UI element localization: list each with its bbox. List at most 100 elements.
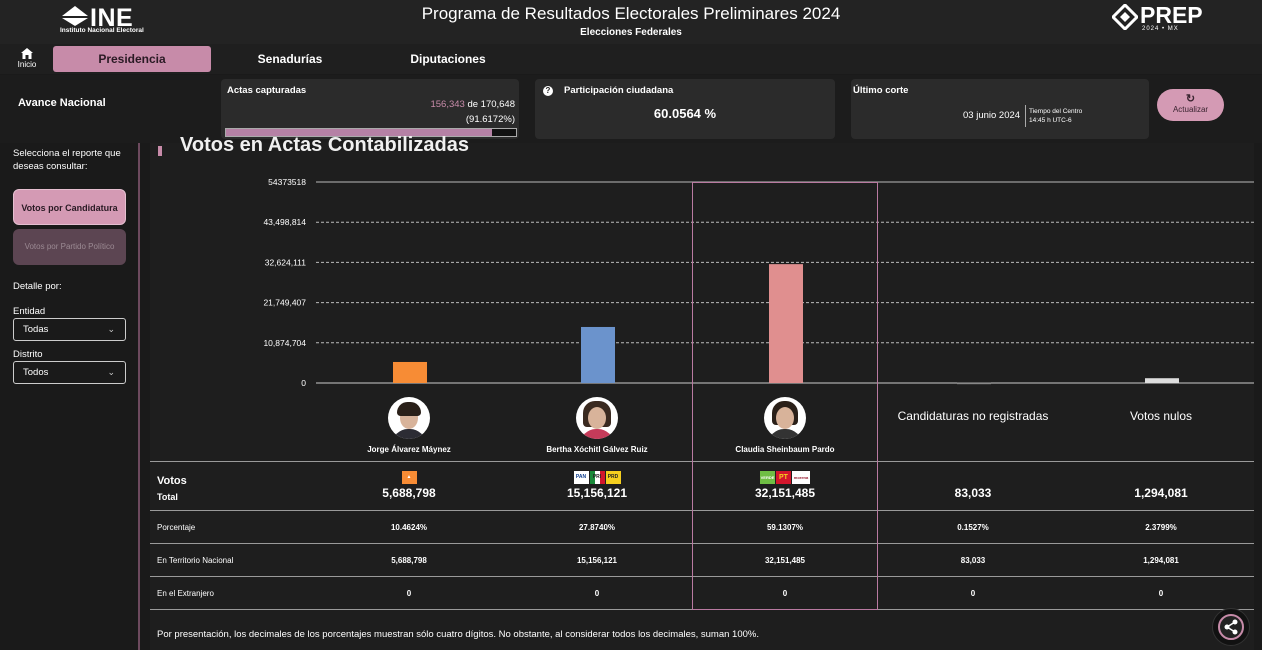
corte-tz-line1: Tiempo del Centro	[1029, 108, 1083, 115]
actas-title: Actas capturadas	[227, 85, 307, 96]
pan-logo-icon: PAN	[573, 471, 589, 484]
territorio-label: En Territorio Nacional	[157, 556, 234, 565]
ultimo-corte-card: Último corte 03 junio 2024 Tiempo del Ce…	[851, 79, 1149, 139]
bar-4[interactable]	[957, 382, 991, 385]
votos-partido-button[interactable]: Votos por Partido Político	[13, 229, 126, 265]
page-title: Programa de Resultados Electorales Preli…	[421, 4, 841, 23]
corte-timezone: Tiempo del Centro 14:45 h UTC-6	[1029, 107, 1082, 125]
home-label: Inicio	[17, 60, 37, 69]
votos-nulos: Votos nulos	[1068, 393, 1254, 423]
share-button[interactable]	[1212, 608, 1250, 646]
avatar	[388, 397, 430, 439]
votes-bar-chart: 0 10,874,704 21,749,407 32,624,111 43,498,81…	[263, 177, 1254, 388]
verde-logo-icon: VERDE	[760, 471, 775, 484]
page-subtitle: Elecciones Federales	[580, 27, 682, 38]
table-divider	[150, 609, 1254, 610]
tab-senadurias[interactable]: Senadurías	[257, 52, 323, 66]
candidate-xochitl[interactable]: Bertha Xóchitl Gálvez Ruiz	[504, 393, 690, 454]
y-tick-label: 43,498,814	[263, 217, 306, 227]
tab-diputaciones[interactable]: Diputaciones	[410, 52, 486, 66]
pct-no-registradas: 0.1527%	[957, 523, 989, 532]
territorio-claudia: 32,151,485	[764, 556, 806, 565]
distrito-label: Distrito	[13, 349, 43, 360]
entidad-label: Entidad	[13, 306, 46, 317]
actas-total: de 170,648	[467, 99, 515, 110]
distrito-value: Todos	[23, 367, 49, 378]
extranjero-claudia: 0	[782, 589, 788, 598]
entidad-select[interactable]: Todas ⌄	[13, 318, 126, 341]
territorio-xochitl: 15,156,121	[576, 556, 618, 565]
table-divider	[150, 461, 1254, 462]
ine-logo[interactable]: INE Instituto Nacional Electoral	[58, 4, 158, 36]
share-icon	[1218, 614, 1244, 640]
candidaturas-no-registradas: Candidaturas no registradas	[880, 393, 1066, 423]
entidad-value: Todas	[23, 324, 49, 335]
morena-logo-icon: morena	[792, 471, 810, 484]
ine-logo-text: INE	[90, 4, 134, 32]
corte-divider	[1025, 105, 1026, 127]
sidebar: Selecciona el reporte que deseas consult…	[0, 143, 140, 650]
prep-logo-text: PREP	[1140, 2, 1203, 28]
extranjero-jorge: 0	[406, 589, 412, 598]
y-tick-label: 21,749,407	[263, 298, 306, 308]
prep-logo-subtext: 2024 • MX	[1142, 26, 1179, 32]
pct-jorge: 10.4624%	[390, 523, 428, 532]
total-no-registradas: 83,033	[954, 486, 992, 500]
section-title: Votos en Actas Contabilizadas	[180, 134, 469, 156]
party-logos-jorge: ▲	[316, 471, 502, 485]
avance-nacional-label: Avance Nacional	[18, 97, 106, 109]
actas-percent: (91.6172%)	[465, 114, 515, 125]
actas-capturadas-card: Actas capturadas 156,343 de 170,648 (91.…	[221, 79, 519, 139]
ine-logo-icon	[62, 6, 88, 26]
total-xochitl: 15,156,121	[566, 486, 628, 500]
party-logos-claudia: VERDE PT morena	[692, 471, 878, 485]
table-divider	[150, 576, 1254, 577]
chevron-down-icon: ⌄	[107, 367, 115, 377]
y-tick-label: 0	[301, 378, 306, 388]
extranjero-xochitl: 0	[594, 589, 600, 598]
pct-nulos: 2.3799%	[1145, 523, 1177, 532]
participacion-value: 60.0564 %	[653, 106, 717, 121]
candidate-name: Candidaturas no registradas	[897, 409, 1049, 423]
bar-2[interactable]	[581, 326, 615, 383]
candidate-name: Votos nulos	[1129, 409, 1193, 423]
refresh-button[interactable]: ↻ Actualizar	[1157, 89, 1224, 121]
corte-title: Último corte	[853, 85, 909, 96]
pct-claudia: 59.1307%	[766, 523, 804, 532]
extranjero-label: En el Extranjero	[157, 589, 214, 598]
main-nav: Inicio Presidencia Senadurías Diputacion…	[0, 44, 1262, 74]
votos-candidatura-button[interactable]: Votos por Candidatura	[13, 189, 126, 225]
ine-logo-subtext: Instituto Nacional Electoral	[60, 27, 144, 34]
candidate-claudia[interactable]: Claudia Sheinbaum Pardo	[692, 393, 878, 454]
corte-tz-line2: 14:45 h UTC-6	[1029, 117, 1072, 124]
pt-logo-icon: PT	[776, 471, 791, 484]
total-claudia: 32,151,485	[754, 486, 816, 500]
avatar	[576, 397, 618, 439]
results-panel: Votos en Actas Contabilizadas 0 10,874,70…	[150, 134, 1254, 650]
footnote: Por presentación, los decimales de los p…	[157, 629, 759, 640]
mc-logo-icon: ▲	[401, 471, 417, 484]
tab-presidencia[interactable]: Presidencia	[53, 46, 211, 72]
prep-logo[interactable]: PREP 2024 • MX	[1110, 2, 1220, 38]
total-label: Total	[157, 492, 178, 502]
bar-3[interactable]	[769, 264, 803, 383]
candidate-jorge[interactable]: Jorge Álvarez Máynez	[316, 393, 502, 454]
refresh-label: Actualizar	[1172, 105, 1209, 114]
distrito-select[interactable]: Todos ⌄	[13, 361, 126, 384]
party-logos-xochitl: PAN PRI PRD	[504, 471, 690, 485]
avatar	[764, 397, 806, 439]
home-button[interactable]: Inicio	[12, 46, 42, 69]
actas-captured: 156,343	[430, 99, 465, 110]
bar-5[interactable]	[1145, 378, 1179, 383]
actas-count: 156,343 de 170,648	[430, 99, 515, 110]
header: INE Instituto Nacional Electoral Program…	[0, 0, 1262, 44]
candidate-name: Jorge Álvarez Máynez	[367, 445, 451, 454]
question-icon[interactable]: ?	[543, 86, 553, 96]
participacion-title: Participación ciudadana	[564, 85, 674, 96]
y-tick-label: 10,874,704	[263, 338, 306, 348]
bar-1[interactable]	[393, 361, 427, 383]
home-icon	[21, 48, 33, 59]
detalle-label: Detalle por:	[13, 281, 62, 292]
prep-logo-icon	[1112, 4, 1138, 30]
chevron-down-icon: ⌄	[107, 324, 115, 334]
